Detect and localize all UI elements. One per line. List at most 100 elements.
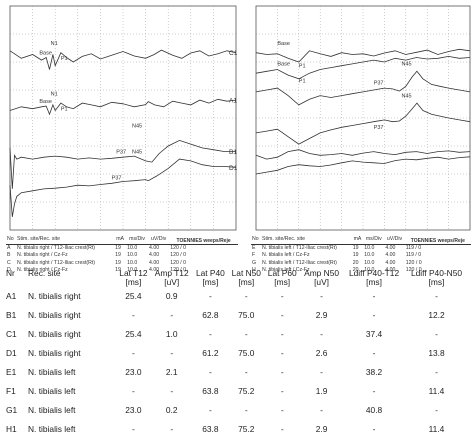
results-cell: - [320, 329, 323, 339]
results-cell: 1.9 [315, 386, 328, 396]
series-line-b1 [9, 139, 236, 189]
results-unit [6, 278, 28, 287]
results-header-nr: Nr [6, 268, 15, 278]
results-cell: - [372, 386, 376, 396]
results-cell: 11.4 [428, 424, 445, 434]
results-cell: - [435, 405, 438, 415]
results-cell: C1 [6, 329, 17, 339]
peak-annotation: P1 [299, 79, 306, 85]
results-header-lat-n50: Lat N50 [231, 268, 261, 278]
stim-cell: N. tibialis right / T12-Iliac crest(Rt) [17, 259, 96, 266]
results-cell: - [320, 367, 323, 377]
results-unit: [uV] [314, 277, 330, 287]
results-unit: [ms] [366, 277, 382, 287]
results-cell: 75.2 [238, 386, 255, 396]
peak-annotation: N45 [402, 62, 412, 68]
table-row: G1 N. tibialis left 23.0 0.2 - - - - 40.8 - [6, 401, 468, 420]
results-unit: [ms] [274, 277, 291, 287]
stim-cell: F [252, 252, 256, 258]
stim-cell: 19 [115, 252, 121, 258]
results-cell: N. tibialis left [28, 405, 76, 415]
stim-cell: C [7, 259, 11, 266]
results-cell: - [244, 329, 248, 339]
results-cell: 23.0 [125, 405, 142, 415]
stim-cell: 120 / 0 [405, 259, 422, 266]
stim-header-toennies: TOENNIES weeps/Reje [169, 236, 238, 245]
stim-row: D N. tibialis right / Cz-Fz 19 10.0 4.00 120 … [6, 267, 238, 275]
results-units-row: [ms] [uV] [ms] [ms] [ms] [uV] [ms] [ms] [6, 278, 468, 287]
stim-header-msdiv: ms/Div [126, 236, 148, 245]
stim-header-msdiv: ms/Div [363, 236, 385, 245]
series-line-a1 [9, 98, 237, 116]
stim-cell: H [252, 267, 256, 273]
results-table: Nr Rec. site Lat T12 Amp T12 Lat P40 Lat… [6, 268, 468, 439]
results-cell: 63.8 [202, 424, 219, 434]
results-cell: 12.2 [428, 310, 445, 320]
stim-cell: 20 [352, 259, 359, 266]
stim-cell: 19 [115, 267, 121, 273]
stim-cell: 119 / 0 [405, 244, 422, 251]
results-cell: - [372, 291, 376, 301]
results-cell: - [280, 424, 284, 434]
table-row: D1 N. tibialis right - - 61.2 75.0 - 2.6 - 13.8 [6, 344, 468, 363]
peak-annotation: P1 [299, 64, 306, 70]
stim-cell: N. tibialis left / Cz-Fz [262, 267, 310, 273]
results-cell: 37.4 [365, 329, 383, 339]
peak-annotation: P1 [61, 56, 68, 62]
results-cell: 38.2 [365, 367, 383, 377]
stim-cell: A [7, 244, 11, 251]
results-cell: 75.2 [238, 424, 255, 434]
peak-annotation: Base [277, 62, 290, 68]
results-cell: B1 [6, 310, 17, 320]
stim-cell: 4.00 [149, 244, 160, 251]
results-unit: [ms] [125, 277, 142, 287]
results-cell: - [320, 291, 323, 301]
stim-header-uvdiv: uV/Div [384, 236, 405, 245]
table-row: B1 N. tibialis right - - 62.8 75.0 - 2.9 - 12.2 [6, 306, 468, 325]
results-cell: N. tibialis right [28, 291, 81, 301]
stim-table-right: No Stim. site/Rec. site mA ms/Div uV/Div… [251, 236, 471, 275]
results-cell: E1 [6, 367, 17, 377]
results-cell: - [280, 367, 284, 377]
stim-cell: 120 / 0 [170, 244, 187, 251]
stim-cell: 4.00 [385, 244, 396, 251]
results-cell: N. tibialis right [28, 348, 81, 358]
results-cell: - [320, 405, 323, 415]
stim-row: G N. tibialis left / T12-Iliac crest(Rt) 2… [251, 260, 471, 268]
table-row: A1 N. tibialis right 25.4 0.9 - - - - - - [6, 287, 468, 306]
results-cell: 25.4 [125, 291, 142, 301]
stim-cell: D [7, 267, 11, 273]
results-cell: 75.0 [238, 348, 255, 358]
results-header-lat-t12: Lat T12 [119, 268, 148, 278]
peak-annotation: Base [39, 99, 52, 105]
stim-cell: 4.00 [149, 259, 160, 266]
results-cell: G1 [6, 405, 18, 415]
results-cell: 75.0 [238, 310, 255, 320]
results-cell: - [170, 386, 174, 396]
results-cell: 2.9 [315, 424, 328, 434]
stim-header-no: No [6, 236, 16, 245]
stim-cell: N. tibialis right / Cz-Fz [17, 267, 68, 273]
results-cell: N. tibialis left [28, 386, 76, 396]
results-cell: 1.0 [165, 329, 178, 339]
peak-annotation: N1 [51, 92, 58, 98]
stim-cell: 120 / 0 [170, 252, 187, 258]
peak-annotation: Base [39, 51, 52, 57]
peak-annotation: N45 [402, 93, 412, 99]
results-cell: 61.2 [202, 348, 219, 358]
results-cell: - [280, 386, 284, 396]
stim-cell: 4.00 [385, 259, 396, 266]
series-label: B1 [229, 149, 237, 156]
series-line-c1 [9, 49, 237, 70]
table-row: C1 N. tibialis right 25.4 1.0 - - - - 37.4 - [6, 325, 468, 344]
peak-annotation: P37 [374, 125, 384, 131]
results-cell: 13.8 [428, 348, 445, 358]
results-header-lat-p40: Lat P40 [195, 268, 225, 278]
results-cell: - [132, 310, 135, 320]
peak-annotation: Base [277, 41, 290, 47]
results-cell: 0.2 [165, 405, 178, 415]
stim-cell: 4.00 [149, 267, 160, 273]
results-cell: - [132, 424, 135, 434]
series-line-b1 [255, 70, 471, 106]
